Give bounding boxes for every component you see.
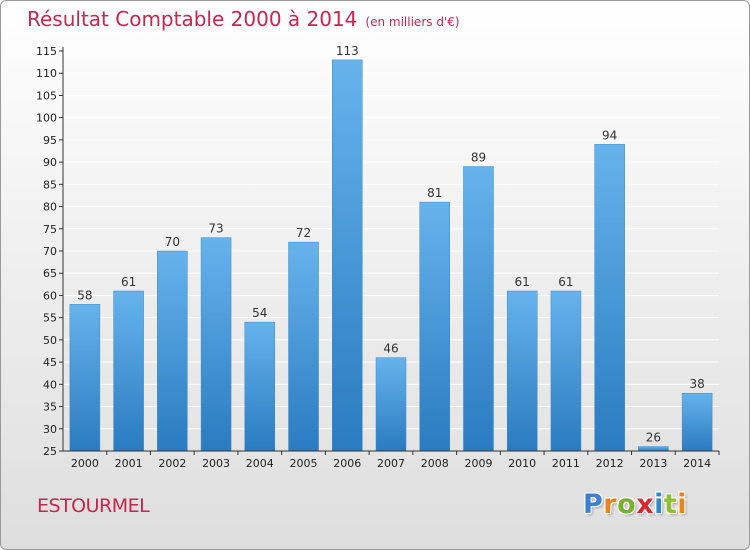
x-tick-label-2012: 2012 — [596, 457, 624, 470]
title-row: Résultat Comptable 2000 à 2014 (en millie… — [27, 7, 460, 31]
bar-2012[interactable] — [594, 144, 625, 452]
data-label-2009: 89 — [471, 151, 486, 165]
bar-2004[interactable] — [244, 321, 276, 452]
data-label-2008: 81 — [427, 186, 442, 200]
y-tick-label: 115 — [36, 45, 57, 58]
y-tick-label: 95 — [43, 134, 57, 147]
data-labels: 58 61 70 73 54 72 113 46 81 89 61 61 94 26 38 — [77, 44, 705, 445]
logo-letter: i — [677, 489, 688, 520]
data-label-2006: 113 — [336, 44, 359, 58]
data-label-2003: 73 — [208, 222, 223, 236]
bar-2002[interactable] — [157, 250, 188, 452]
y-tick-label: 105 — [36, 89, 57, 102]
data-label-2014: 38 — [689, 377, 704, 391]
commune-name: ESTOURMEL — [37, 495, 150, 517]
x-tick-label-2009: 2009 — [464, 457, 492, 470]
y-tick-label: 85 — [43, 178, 57, 191]
x-tick-label-2008: 2008 — [421, 457, 449, 470]
bar-2006[interactable] — [332, 59, 363, 452]
y-tick-label: 65 — [43, 267, 57, 280]
y-tick-label: 30 — [43, 423, 57, 436]
x-tick-label-2000: 2000 — [71, 457, 99, 470]
logo-letter: x — [636, 489, 655, 520]
x-tick-label-2011: 2011 — [552, 457, 580, 470]
y-tick-label: 70 — [43, 245, 57, 258]
y-tick-label: 35 — [43, 401, 57, 414]
bar-2013[interactable] — [638, 446, 669, 452]
y-tick-label: 60 — [43, 289, 57, 302]
y-tick-label: 75 — [43, 223, 57, 236]
y-tick-label: 40 — [43, 378, 57, 391]
logo-letter: P — [583, 489, 604, 520]
x-tick-label-2005: 2005 — [290, 457, 318, 470]
x-tick-label-2007: 2007 — [377, 457, 405, 470]
y-tick-label: 110 — [36, 67, 57, 80]
bar-2007[interactable] — [375, 357, 407, 452]
data-label-2011: 61 — [558, 275, 573, 289]
data-label-2000: 58 — [77, 288, 92, 302]
logo-letter: r — [603, 489, 618, 520]
bar-2003[interactable] — [200, 237, 232, 452]
y-tick-label: 55 — [43, 312, 57, 325]
bar-2009[interactable] — [463, 166, 494, 452]
x-tick-label-2010: 2010 — [508, 457, 536, 470]
x-tick-label-2013: 2013 — [639, 457, 667, 470]
bar-2011[interactable] — [550, 290, 582, 452]
x-tick-label-2006: 2006 — [333, 457, 361, 470]
y-tick-label: 25 — [43, 445, 57, 458]
y-tick-label: 50 — [43, 334, 57, 347]
data-label-2002: 70 — [165, 235, 180, 249]
data-label-2012: 94 — [602, 128, 617, 142]
x-tick-label-2002: 2002 — [158, 457, 186, 470]
data-label-2005: 72 — [296, 226, 311, 240]
bar-2001[interactable] — [113, 290, 144, 452]
logo-letter: t — [663, 489, 678, 520]
y-tick-label: 90 — [43, 156, 57, 169]
y-tick-label: 80 — [43, 201, 57, 214]
data-label-2004: 54 — [252, 306, 267, 320]
x-tick-label-2003: 2003 — [202, 457, 230, 470]
x-tick-label-2004: 2004 — [246, 457, 274, 470]
axes: 25 30 35 40 45 50 55 60 65 70 75 80 85 90 95 100 105 110 1… — [36, 45, 720, 470]
data-label-2001: 61 — [121, 275, 136, 289]
bar-2000[interactable] — [69, 304, 101, 452]
data-label-2010: 61 — [515, 275, 530, 289]
bar-2005[interactable] — [288, 241, 319, 452]
bar-2010[interactable] — [506, 290, 538, 452]
bar-2008[interactable] — [419, 201, 450, 452]
logo-letter: o — [617, 489, 637, 520]
bars — [69, 59, 713, 452]
x-tick-label-2001: 2001 — [115, 457, 143, 470]
data-label-2013: 26 — [646, 431, 661, 445]
proxiti-logo[interactable]: Proxiti — [583, 489, 687, 520]
x-tick-label-2014: 2014 — [683, 457, 711, 470]
y-tick-label: 45 — [43, 356, 57, 369]
y-tick-label: 100 — [36, 112, 57, 125]
logo-letter: i — [654, 489, 664, 520]
chart-subtitle: (en milliers d'€) — [365, 15, 460, 29]
bar-2014[interactable] — [681, 392, 713, 452]
data-label-2007: 46 — [383, 342, 398, 356]
chart-title: Résultat Comptable 2000 à 2014 — [27, 7, 358, 31]
